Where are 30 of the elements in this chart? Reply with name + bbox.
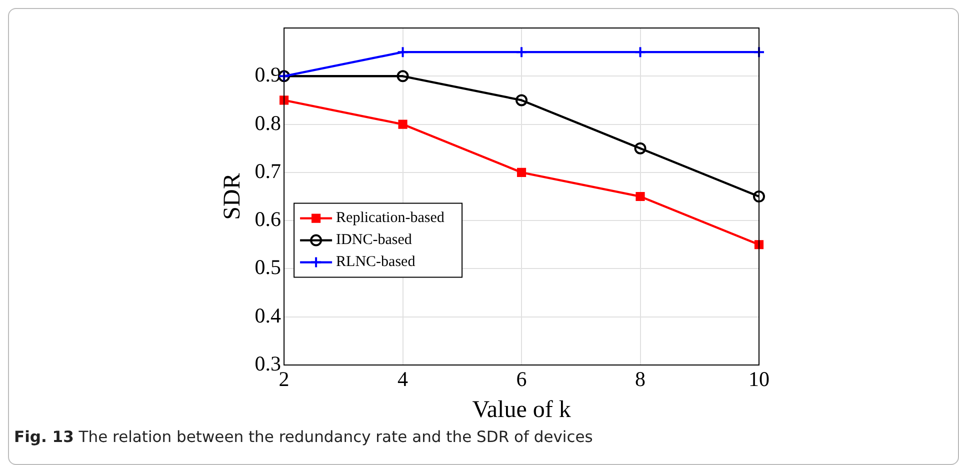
- legend-label: Replication-based: [336, 210, 445, 226]
- x-tick-label: 6: [516, 367, 527, 392]
- x-tick-label: 4: [398, 367, 409, 392]
- point: [753, 190, 765, 202]
- point: [396, 46, 409, 58]
- x-tick-label: 8: [635, 367, 646, 392]
- point: [636, 192, 645, 202]
- point: [396, 70, 409, 82]
- point: [634, 46, 646, 58]
- y-tick-label: 0.5: [254, 255, 282, 280]
- x-tick-label: 10: [748, 367, 770, 392]
- point: [516, 46, 528, 58]
- point: [398, 120, 408, 129]
- point: [634, 142, 646, 154]
- y-tick-label: 0.4: [254, 303, 282, 328]
- caption: Fig. 13 The relation between the redundancy rate and the SDR of devices: [14, 428, 593, 446]
- y-tick-label: 0.8: [254, 110, 282, 135]
- legend-label: RLNC-based: [336, 254, 416, 270]
- legend-label: IDNC-based: [336, 232, 412, 248]
- point: [516, 94, 528, 106]
- y-tick-label: 0.7: [254, 158, 282, 183]
- point: [754, 240, 764, 250]
- point: [280, 96, 289, 105]
- y-tick-label: 0.3: [254, 352, 282, 376]
- point: [516, 168, 526, 177]
- y-tick-label: 0.6: [254, 207, 282, 232]
- x-axis-title: Value of k: [472, 396, 571, 423]
- y-axis-title: SDR: [220, 173, 246, 220]
- x-tick-label: 2: [278, 367, 290, 392]
- point: [753, 46, 765, 58]
